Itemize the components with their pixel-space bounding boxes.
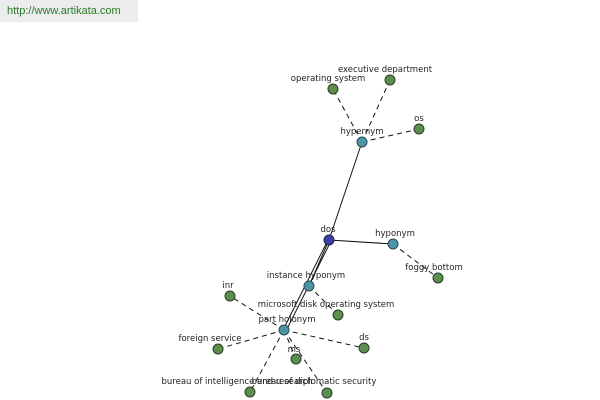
node-label: bureau of diplomatic security xyxy=(252,377,377,387)
node[interactable] xyxy=(332,309,344,321)
node[interactable] xyxy=(432,272,444,284)
edges xyxy=(217,79,439,394)
edge xyxy=(249,329,285,393)
header-bar: http://www.artikata.com xyxy=(0,0,138,22)
node[interactable] xyxy=(321,387,333,399)
node-label: ms xyxy=(288,345,301,355)
edge xyxy=(361,128,420,143)
node[interactable] xyxy=(224,290,236,302)
node[interactable] xyxy=(413,123,425,135)
site-link[interactable]: http://www.artikata.com xyxy=(7,5,121,17)
edge xyxy=(328,239,394,245)
edge xyxy=(361,79,391,143)
node-label: os xyxy=(414,114,424,124)
edge xyxy=(332,88,363,143)
node-label: part holonym xyxy=(259,315,316,325)
node[interactable] xyxy=(356,136,368,148)
node-label: operating system xyxy=(291,74,365,84)
node-label: dos xyxy=(320,225,336,235)
node[interactable] xyxy=(358,342,370,354)
edge xyxy=(328,141,363,241)
edge xyxy=(392,243,439,279)
edge xyxy=(229,295,285,331)
node-label: bureau of intelligence and research xyxy=(162,377,313,387)
node-label: inr xyxy=(222,281,234,291)
node[interactable] xyxy=(384,74,396,86)
node-label: hypernym xyxy=(340,127,383,137)
node[interactable] xyxy=(303,280,315,292)
edge xyxy=(217,329,285,350)
node[interactable] xyxy=(244,386,256,398)
node-label: foggy bottom xyxy=(405,263,462,273)
edge xyxy=(283,329,365,349)
edge xyxy=(283,329,328,394)
edge xyxy=(308,285,339,316)
node-label: foreign service xyxy=(178,334,241,344)
node[interactable] xyxy=(323,234,335,246)
node-label: microsoft disk operating system xyxy=(258,300,395,310)
node[interactable] xyxy=(278,324,290,336)
labels: dos hypernym operating system executive … xyxy=(162,65,463,387)
node[interactable] xyxy=(387,238,399,250)
node-label: executive department xyxy=(338,65,433,75)
node-label: hyponym xyxy=(375,229,415,239)
node-label: ds xyxy=(359,333,369,343)
node-label: instance hyponym xyxy=(267,271,345,281)
nodes xyxy=(212,74,444,399)
node[interactable] xyxy=(327,83,339,95)
node[interactable] xyxy=(212,343,224,355)
node[interactable] xyxy=(290,353,302,365)
